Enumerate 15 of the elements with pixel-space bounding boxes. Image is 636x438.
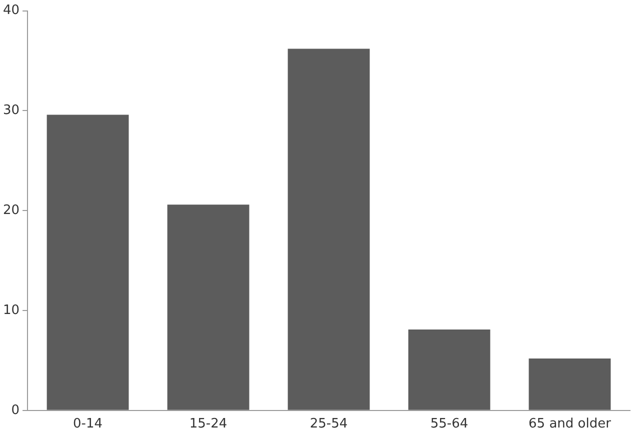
bar: [288, 48, 370, 410]
y-tick-label: 20: [2, 202, 20, 218]
y-tick-label: 0: [11, 402, 20, 418]
x-tick-label: 0-14: [73, 416, 103, 432]
y-tick-label: 30: [2, 103, 20, 118]
y-tick-label: 10: [2, 302, 20, 318]
x-tick-label: 25-54: [310, 416, 348, 432]
y-tick-label: 40: [2, 3, 20, 18]
bar: [528, 358, 611, 410]
x-tick-label: 55-64: [430, 416, 468, 432]
x-tick-label: 65 and older: [528, 416, 612, 432]
bar: [408, 329, 490, 410]
x-tick-label: 15-24: [189, 416, 228, 432]
bar: [167, 204, 250, 410]
bar: [46, 114, 129, 410]
